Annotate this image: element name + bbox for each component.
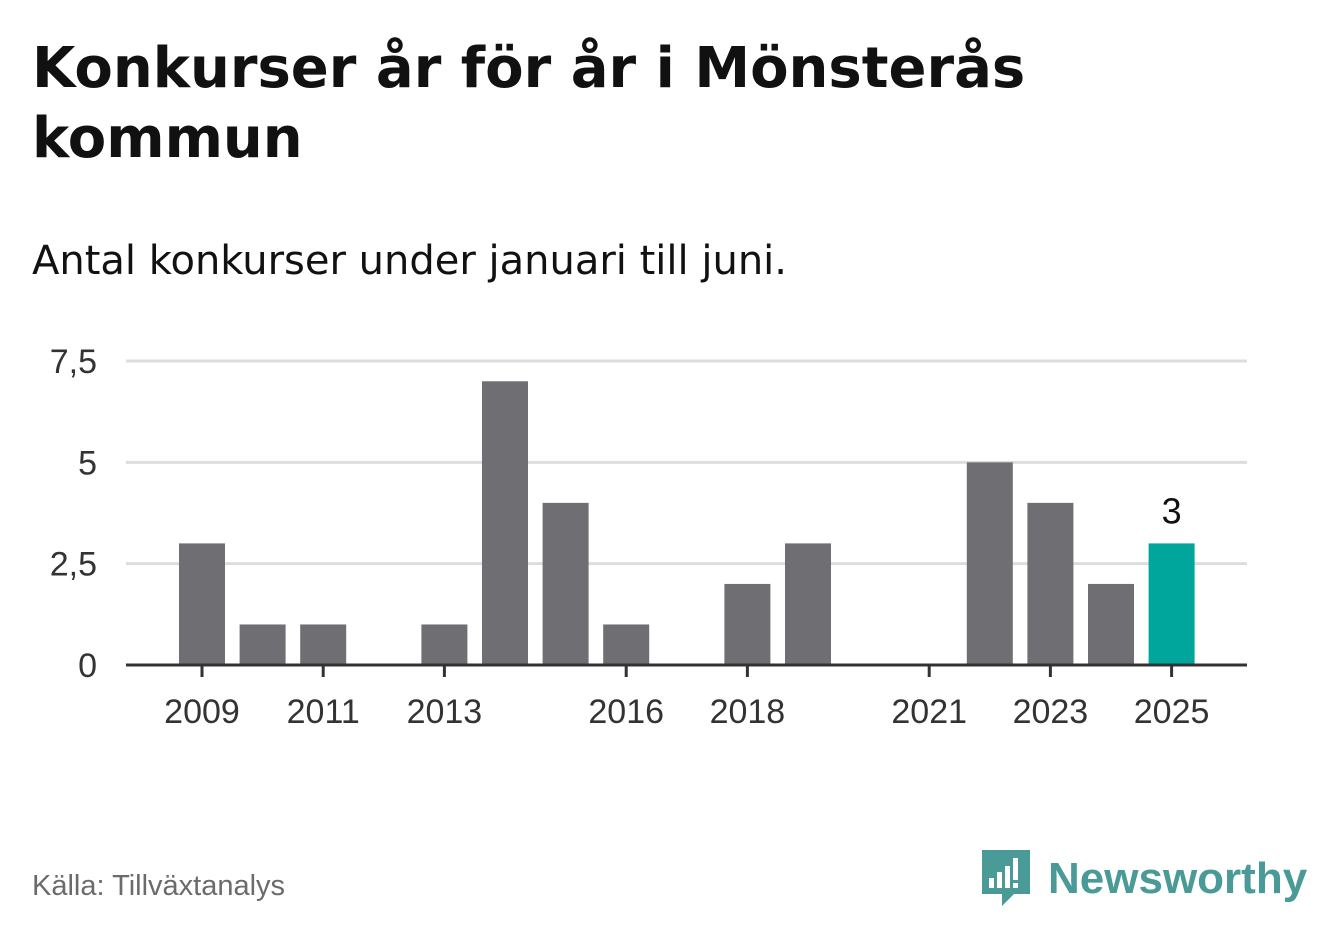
x-tick-label: 2009 <box>164 693 240 731</box>
bar-2013 <box>421 624 468 665</box>
bar-2016 <box>603 624 650 665</box>
y-tick-label: 7,5 <box>50 343 97 381</box>
chart-title: Konkurser år för år i Mönsterås kommun <box>32 36 1026 171</box>
chart-subtitle: Antal konkurser under januari till juni. <box>32 238 787 284</box>
bar-2011 <box>300 624 347 665</box>
x-tick-label: 2021 <box>891 693 967 731</box>
brand-name: Newsworthy <box>1048 854 1308 903</box>
bar-2023 <box>1027 502 1074 665</box>
x-tick-label: 2023 <box>1013 693 1089 731</box>
brand-logo: Newsworthy <box>980 848 1307 910</box>
bar-2019 <box>785 543 831 665</box>
bar-2018 <box>724 583 771 665</box>
bar-2025 <box>1148 543 1195 665</box>
bar-2024 <box>1088 583 1134 665</box>
bar-2014 <box>482 381 528 665</box>
newsworthy-logo-icon <box>982 850 1030 906</box>
bar-chart: 0 2,5 5 7,5 3 2009 2011 2013 2016 2018 2021 2023 202… <box>50 343 1247 731</box>
y-tick-label: 2,5 <box>50 546 97 584</box>
bar-2010 <box>239 624 286 665</box>
x-tick-label: 2011 <box>287 693 360 731</box>
bar-2022 <box>966 462 1013 665</box>
x-tick-label: 2013 <box>407 693 483 731</box>
x-tick-label: 2016 <box>588 693 664 731</box>
y-tick-label: 0 <box>78 647 97 685</box>
x-tick-label: 2025 <box>1134 693 1210 731</box>
data-label-2025: 3 <box>1162 490 1182 531</box>
bar-2015 <box>542 502 589 665</box>
x-tick-label: 2018 <box>710 693 786 731</box>
source-note: Källa: Tillväxtanalys <box>32 870 286 902</box>
bar-2009 <box>179 543 225 665</box>
y-tick-label: 5 <box>78 444 97 482</box>
